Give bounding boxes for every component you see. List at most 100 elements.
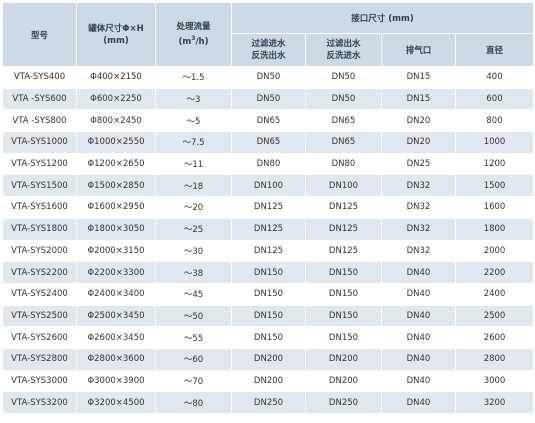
cell-filter-in: DN150: [231, 261, 306, 284]
cell-flow: ～25: [155, 217, 232, 241]
cell-diameter: 600: [454, 87, 535, 111]
table-row: VTA-SYS2600 Φ2600×3450 ～55 DN150 DN150 DN40 26…: [2, 326, 535, 349]
header-flow-unit-post: /h): [195, 36, 209, 47]
cell-filter-in: DN125: [231, 239, 306, 263]
cell-filter-in: DN50: [231, 87, 306, 111]
cell-model: VTA-SYS2500: [2, 304, 77, 328]
cell-flow: ～55: [155, 326, 232, 349]
cell-vent: DN20: [381, 131, 456, 154]
cell-model: VTA-SYS2200: [2, 261, 77, 284]
cell-diameter: 2000: [454, 239, 535, 263]
cell-vent: DN32: [381, 239, 456, 263]
cell-tank-size: Φ1600×2950: [76, 196, 156, 219]
cell-filter-in: DN250: [231, 391, 306, 414]
table-row: VTA-SYS2800 Φ2800×3600 ～60 DN200 DN200 DN40 28…: [2, 347, 535, 371]
header-filter-in-line2: 反洗出水: [251, 51, 286, 61]
table-row: VTA-SYS2200 Φ2200×3300 ～38 DN150 DN150 DN40 22…: [2, 261, 535, 284]
cell-flow: ～20: [155, 196, 232, 219]
table-row: VTA-SYS1600 Φ1600×2950 ～20 DN125 DN125 DN32 16…: [2, 196, 535, 219]
cell-flow: ～30: [155, 239, 232, 263]
cell-tank-size: Φ2600×3450: [76, 326, 156, 349]
cell-diameter: 3200: [454, 391, 535, 414]
cell-diameter: 3000: [454, 369, 535, 393]
cell-flow: ～50: [155, 304, 232, 328]
cell-vent: DN40: [381, 282, 456, 306]
cell-flow: ～80: [155, 391, 232, 414]
cell-model: VTA -SYS600: [2, 87, 77, 111]
cell-filter-in: DN65: [231, 131, 306, 154]
cell-flow: ～7.5: [155, 131, 232, 154]
cell-tank-size: Φ1000×2550: [76, 131, 156, 154]
cell-flow: ～5: [155, 109, 232, 133]
cell-tank-size: Φ1500×2850: [76, 174, 156, 198]
cell-model: VTA-SYS1500: [2, 174, 77, 198]
cell-filter-out: DN125: [305, 217, 382, 241]
cell-model: VTA-SYS2800: [2, 347, 77, 371]
cell-filter-in: DN50: [231, 66, 306, 89]
cell-tank-size: Φ2000×3150: [76, 239, 156, 263]
cell-tank-size: Φ3000×3900: [76, 369, 156, 393]
cell-vent: DN40: [381, 261, 456, 284]
cell-model: VTA-SYS3200: [2, 391, 77, 414]
cell-model: VTA -SYS800: [2, 109, 77, 133]
cell-tank-size: Φ1200×2650: [76, 152, 156, 176]
cell-tank-size: Φ2800×3600: [76, 347, 156, 371]
cell-tank-size: Φ1800×3050: [76, 217, 156, 241]
cell-diameter: 2600: [454, 326, 535, 349]
cell-model: VTA-SYS2000: [2, 239, 77, 263]
cell-vent: DN40: [381, 304, 456, 328]
cell-diameter: 400: [454, 66, 535, 89]
cell-diameter: 2500: [454, 304, 535, 328]
header-connection: 接口尺寸 (mm): [230, 2, 535, 34]
table-row: VTA -SYS600 Φ600×2250 ～3 DN50 DN50 DN15 600: [2, 87, 535, 111]
header-flow: 处理流量 (m3/h): [155, 2, 232, 67]
table-row: VTA-SYS1200 Φ1200×2650 ～11 DN80 DN80 DN25 1200: [2, 152, 535, 176]
cell-vent: DN32: [381, 174, 456, 198]
header-filter-in-line1: 过滤进水: [251, 39, 286, 49]
cell-tank-size: Φ3200×4500: [76, 391, 156, 414]
header-filter-out: 过滤出水 反洗进水: [305, 33, 382, 67]
cell-vent: DN15: [381, 87, 456, 111]
cell-flow: ～18: [155, 174, 232, 198]
cell-filter-out: DN200: [305, 369, 382, 393]
cell-vent: DN15: [381, 66, 456, 89]
cell-vent: DN40: [381, 326, 456, 349]
table-row: VTA-SYS1800 Φ1800×3050 ～25 DN125 DN125 DN32 18…: [2, 217, 535, 241]
cell-filter-in: DN150: [231, 282, 306, 306]
cell-vent: DN32: [381, 196, 456, 219]
table-row: VTA-SYS2500 Φ2500×3450 ～50 DN150 DN150 DN40 25…: [2, 304, 535, 328]
cell-diameter: 1500: [454, 174, 535, 198]
cell-diameter: 1600: [454, 196, 535, 219]
header-filter-out-line2: 反洗进水: [326, 51, 361, 61]
cell-flow: ～45: [155, 282, 232, 306]
cell-filter-out: DN65: [305, 109, 382, 133]
cell-vent: DN40: [381, 369, 456, 393]
header-flow-unit-pre: (m: [178, 36, 192, 47]
cell-filter-in: DN80: [231, 152, 306, 176]
cell-filter-out: DN100: [305, 174, 382, 198]
header-diameter: 直径: [454, 33, 535, 67]
cell-flow: ～11: [155, 152, 232, 176]
table-row: VTA-SYS1000 Φ1000×2550 ～7.5 DN65 DN65 DN20 100…: [2, 131, 535, 154]
cell-vent: DN25: [381, 152, 456, 176]
cell-filter-in: DN100: [231, 174, 306, 198]
cell-filter-out: DN150: [305, 261, 382, 284]
table-row: VTA-SYS3000 Φ3000×3900 ～70 DN200 DN200 DN40 30…: [2, 369, 535, 393]
table-row: VTA-SYS400 Φ400×2150 ～1.5 DN50 DN50 DN15 400: [2, 66, 535, 89]
cell-tank-size: Φ2200×3300: [76, 261, 156, 284]
table-row: VTA-SYS3200 Φ3200×4500 ～80 DN250 DN250 DN40 32…: [2, 391, 535, 414]
table-row: VTA-SYS1500 Φ1500×2850 ～18 DN100 DN100 DN32 15…: [2, 174, 535, 198]
header-vent: 排气口: [381, 33, 456, 67]
cell-diameter: 800: [454, 109, 535, 133]
cell-diameter: 1000: [454, 131, 535, 154]
cell-model: VTA-SYS2600: [2, 326, 77, 349]
cell-tank-size: Φ800×2450: [76, 109, 156, 133]
cell-vent: DN40: [381, 391, 456, 414]
cell-diameter: 1200: [454, 152, 535, 176]
table-row: VTA -SYS800 Φ800×2450 ～5 DN65 DN65 DN20 800: [2, 109, 535, 133]
cell-vent: DN40: [381, 347, 456, 371]
cell-filter-out: DN50: [305, 87, 382, 111]
table-row: VTA-SYS2400 Φ2400×3400 ～45 DN150 DN150 DN40 24…: [2, 282, 535, 306]
cell-filter-in: DN200: [231, 347, 306, 371]
